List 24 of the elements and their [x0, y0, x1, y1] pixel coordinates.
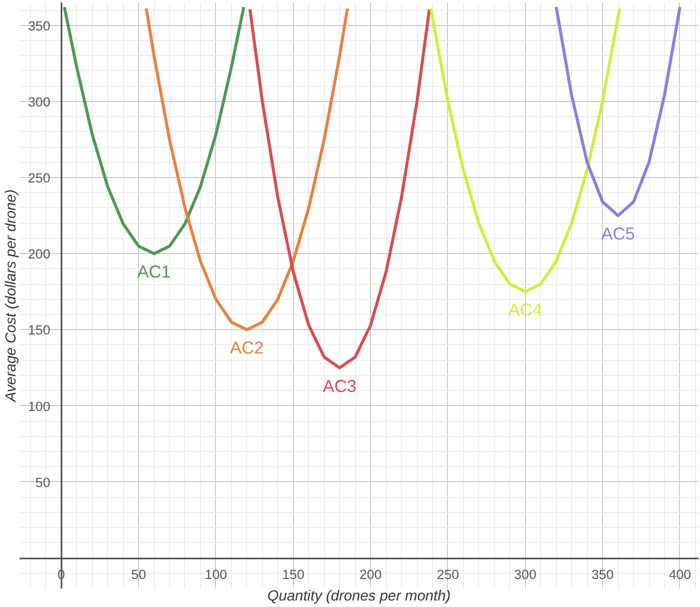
y-axis-title: Average Cost (dollars per drone) — [4, 189, 20, 403]
x-tick-label: 200 — [359, 567, 382, 582]
series-label: AC4 — [508, 300, 542, 320]
x-tick-label: 250 — [436, 567, 460, 582]
y-tick-label: 300 — [28, 94, 50, 110]
line-series — [554, 6, 682, 218]
series-label: AC1 — [137, 262, 171, 282]
y-tick-label: 150 — [28, 322, 50, 338]
y-tick-label: 200 — [28, 246, 50, 262]
series-label: AC2 — [230, 338, 264, 358]
x-tick-label: 150 — [282, 567, 304, 582]
x-tick-label: 350 — [591, 567, 614, 582]
y-tick-label: 250 — [28, 170, 50, 186]
y-tick-label: 100 — [28, 398, 50, 414]
series-label: AC3 — [322, 376, 357, 396]
series-label: AC5 — [601, 224, 635, 244]
x-tick-label: 100 — [204, 567, 228, 582]
x-tick-label: 300 — [514, 567, 536, 582]
x-tick-label: 50 — [131, 567, 146, 582]
x-tick-label: 400 — [668, 567, 692, 582]
line-series — [62, 6, 246, 256]
y-tick-label: 50 — [35, 474, 50, 490]
y-tick-label: 350 — [28, 18, 50, 34]
x-axis-title: Quantity (drones per month) — [267, 588, 451, 604]
